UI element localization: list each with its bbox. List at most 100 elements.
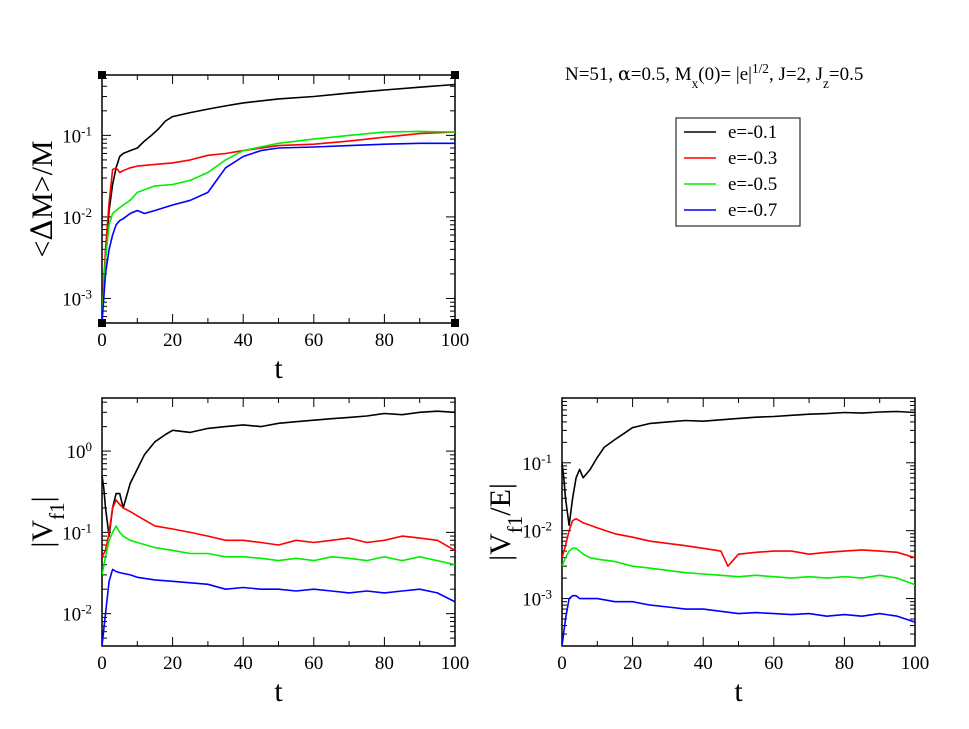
series-line-e=-0.3 bbox=[102, 131, 455, 317]
x-tick-label: 0 bbox=[557, 653, 567, 674]
y-tick-label: 10-2 bbox=[522, 518, 552, 543]
panel-top: 0 20 40 60 80 10010-110-210-3t<ΔM>/Me=-0.1e=-… bbox=[25, 71, 801, 385]
series-line-e=-0.3 bbox=[102, 499, 455, 558]
series-group bbox=[102, 410, 455, 646]
legend-label: e=-0.3 bbox=[728, 148, 777, 169]
text-run: =0.5, M bbox=[631, 64, 692, 85]
text-run: x bbox=[692, 76, 699, 91]
x-tick-label: 80 bbox=[375, 653, 394, 674]
text-run: /E| bbox=[484, 483, 517, 516]
x-tick-label: 80 bbox=[375, 330, 394, 351]
text-run: |V bbox=[484, 533, 517, 561]
parameter-caption: N=51, α=0.5, Mx(0)= |e|1/2, J=2, Jz=0.5 bbox=[565, 61, 863, 91]
y-tick-base: 10 bbox=[522, 522, 541, 543]
text-run: 1/2 bbox=[752, 61, 769, 76]
series-group bbox=[562, 410, 915, 646]
series-group bbox=[102, 83, 455, 323]
y-tick-base: 10 bbox=[62, 126, 81, 147]
series-line-e=-0.1 bbox=[102, 410, 455, 537]
text-run: f1 bbox=[503, 516, 527, 534]
series-line-e=-0.3 bbox=[562, 517, 915, 568]
text-run: N=51, bbox=[565, 64, 618, 85]
y-tick-label: 10-3 bbox=[62, 286, 92, 311]
y-tick-exponent: -3 bbox=[541, 586, 552, 601]
y-tick-exponent: -1 bbox=[81, 520, 92, 535]
x-axis-title: t bbox=[274, 675, 283, 708]
legend-box bbox=[675, 117, 801, 227]
y-tick-base: 10 bbox=[62, 605, 81, 626]
y-tick-label: 10-1 bbox=[522, 450, 552, 475]
y-axis-title: <ΔM>/M bbox=[25, 140, 60, 257]
x-tick-label: 20 bbox=[623, 653, 642, 674]
y-tick-label: 10-2 bbox=[62, 204, 92, 229]
series-line-e=-0.5 bbox=[102, 130, 455, 317]
x-tick-label: 40 bbox=[234, 653, 253, 674]
text-run: f1 bbox=[45, 502, 69, 520]
text-run: < bbox=[26, 241, 59, 258]
y-tick-base: 10 bbox=[62, 208, 81, 229]
text-run: (0)= |e| bbox=[698, 64, 752, 85]
x-tick-label: 100 bbox=[901, 653, 930, 674]
series-line-e=-0.7 bbox=[562, 594, 915, 646]
legend: e=-0.1 e=-0.3 e=-0.5 e=-0.7 bbox=[675, 117, 801, 227]
y-tick-exponent: -2 bbox=[81, 204, 92, 219]
series-line-e=-0.5 bbox=[562, 547, 915, 586]
text-run: | bbox=[26, 496, 59, 502]
y-tick-exponent: 0 bbox=[86, 439, 93, 454]
corner-handle bbox=[98, 71, 106, 79]
x-tick-label: 0 bbox=[97, 653, 107, 674]
x-tick-label: 60 bbox=[304, 330, 323, 351]
legend-label: e=-0.1 bbox=[728, 122, 777, 143]
x-tick-label: 20 bbox=[163, 330, 182, 351]
panels: 0 20 40 60 80 10010-110-210-3t<ΔM>/Me=-0.1e=-… bbox=[25, 71, 929, 708]
legend-label: e=-0.5 bbox=[728, 174, 777, 195]
y-tick-base: 10 bbox=[67, 442, 86, 463]
text-run: z bbox=[823, 76, 829, 91]
x-tick-label: 20 bbox=[163, 653, 182, 674]
text-run: α bbox=[618, 63, 631, 85]
y-axis-title: |Vf1| bbox=[26, 496, 69, 547]
series-line-e=-0.5 bbox=[102, 525, 455, 576]
y-tick-label: 10-1 bbox=[62, 123, 92, 148]
y-axis-title: |Vf1/E| bbox=[484, 483, 527, 561]
plot-frame bbox=[561, 397, 916, 647]
x-axis-title: t bbox=[734, 675, 743, 708]
x-tick-label: 100 bbox=[441, 653, 470, 674]
series-line-e=-0.1 bbox=[102, 83, 455, 317]
y-tick-base: 10 bbox=[62, 523, 81, 544]
y-tick-exponent: -1 bbox=[541, 450, 552, 465]
x-axis-title: t bbox=[274, 352, 283, 385]
y-tick-exponent: -3 bbox=[81, 286, 92, 301]
x-tick-label: 40 bbox=[234, 330, 253, 351]
series-line-e=-0.7 bbox=[102, 568, 455, 646]
text-run: |V bbox=[26, 520, 59, 548]
plot-frame bbox=[101, 397, 456, 647]
y-tick-label: 100 bbox=[67, 439, 93, 464]
x-tick-label: 60 bbox=[304, 653, 323, 674]
series-line-e=-0.1 bbox=[562, 410, 915, 527]
x-tick-label: 60 bbox=[764, 653, 783, 674]
x-tick-label: 40 bbox=[694, 653, 713, 674]
y-tick-label: 10-1 bbox=[62, 520, 92, 545]
x-tick-label: 80 bbox=[835, 653, 854, 674]
x-tick-label: 100 bbox=[441, 330, 470, 351]
x-tick-label: 0 bbox=[97, 330, 107, 351]
text-run: =0.5 bbox=[829, 64, 863, 85]
corner-handle bbox=[451, 71, 459, 79]
y-tick-label: 10-2 bbox=[62, 601, 92, 626]
y-tick-label: 10-3 bbox=[522, 586, 552, 611]
y-tick-exponent: -1 bbox=[81, 123, 92, 138]
y-tick-exponent: -2 bbox=[81, 601, 92, 616]
text-run: Δ bbox=[25, 219, 60, 241]
y-tick-exponent: -2 bbox=[541, 518, 552, 533]
y-tick-base: 10 bbox=[62, 289, 81, 310]
corner-handle bbox=[451, 319, 459, 327]
text-run: M>/M bbox=[26, 140, 59, 219]
y-tick-base: 10 bbox=[522, 454, 541, 475]
series-line-e=-0.7 bbox=[102, 142, 455, 323]
y-tick-base: 10 bbox=[522, 590, 541, 611]
text-run: , J=2, J bbox=[769, 64, 823, 85]
